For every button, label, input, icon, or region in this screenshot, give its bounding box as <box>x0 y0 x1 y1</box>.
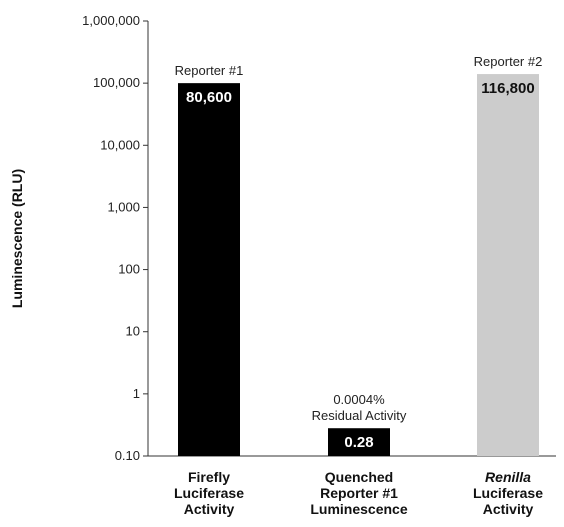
y-axis-label: Luminescence (RLU) <box>9 169 25 308</box>
y-tick-label: 100,000 <box>93 75 140 90</box>
bar-annotation: Residual Activity <box>312 408 407 423</box>
bar-value-label: 80,600 <box>186 89 232 106</box>
x-category-label: Quenched <box>325 469 393 485</box>
x-category-label: Activity <box>483 501 534 517</box>
y-tick-label: 1 <box>133 386 140 401</box>
x-category-label: Activity <box>184 501 235 517</box>
bar-annotation: Reporter #1 <box>175 63 244 78</box>
x-category-label: Luminescence <box>310 501 407 517</box>
y-tick-label: 10 <box>126 324 140 339</box>
y-tick-label: 100 <box>118 262 140 277</box>
bar-value-label: 0.28 <box>344 434 373 451</box>
x-category-label: Firefly <box>188 469 230 485</box>
y-tick-label: 10,000 <box>100 137 140 152</box>
bar-annotation: Reporter #2 <box>474 54 543 69</box>
bar-value-label: 116,800 <box>481 80 534 97</box>
x-category-label: Renilla <box>485 469 531 485</box>
bar <box>477 74 539 456</box>
y-tick-label: 0.10 <box>115 448 140 463</box>
y-tick-label: 1,000,000 <box>82 13 140 28</box>
x-category-label: Reporter #1 <box>320 485 398 501</box>
bar <box>178 83 240 456</box>
y-tick-label: 1,000 <box>107 199 140 214</box>
x-category-label: Luciferase <box>473 485 543 501</box>
x-category-label: Luciferase <box>174 485 244 501</box>
bar-annotation: 0.0004% <box>333 392 385 407</box>
